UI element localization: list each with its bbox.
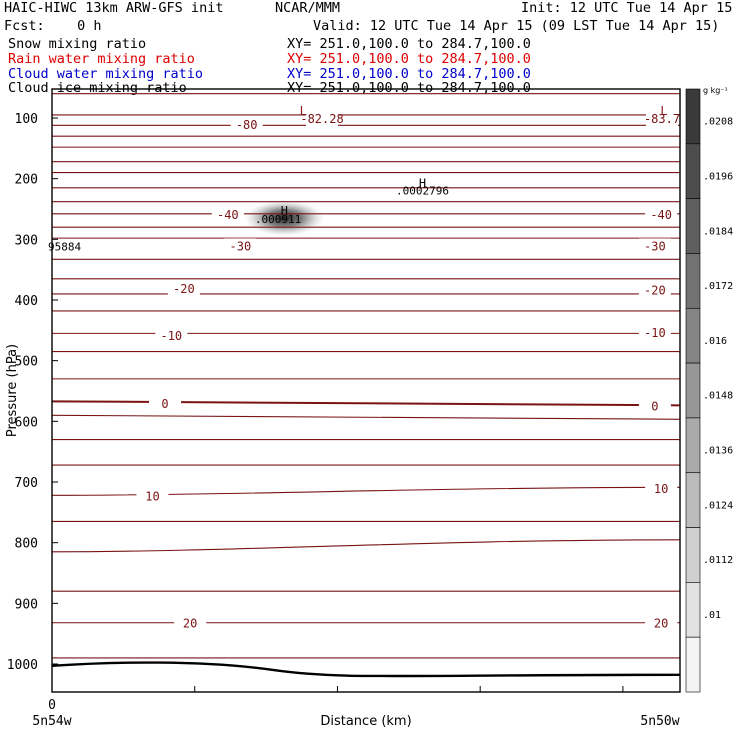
colorbar-label: .01: [703, 610, 721, 621]
isotherm-line: [51, 414, 681, 420]
contour-label: 0: [651, 400, 658, 414]
legend-cloud-water-xy: XY= 251.0,100.0 to 284.7,100.0: [287, 66, 531, 82]
contour-label-bg: [646, 111, 678, 126]
y-tick-label: 1000: [7, 658, 38, 673]
x-tick-label: 0: [48, 698, 56, 713]
extremum-value: .0002796: [396, 185, 449, 198]
contour-label-bg: [638, 398, 671, 414]
colorbar-label: .0208: [703, 117, 733, 128]
contour-label: -80: [236, 118, 258, 132]
contour-label-bg: [136, 488, 169, 504]
colorbar-segment: [685, 636, 701, 693]
colorbar-segment: [685, 417, 701, 474]
y-tick-label: 600: [15, 415, 38, 430]
legend-snow-xy: XY= 251.0,100.0 to 284.7,100.0: [287, 36, 531, 52]
isotherm-line: [51, 400, 681, 407]
colorbar-segment: [685, 198, 701, 254]
contour-label-bg: [174, 615, 207, 631]
extremum-symbol: L: [660, 104, 667, 118]
left-location-label: 5n54w: [32, 714, 71, 729]
extremum-symbol: L: [300, 104, 307, 118]
colorbar-segment: [685, 307, 701, 364]
contour-label: 0: [161, 397, 168, 411]
contour-label: -20: [173, 282, 195, 296]
isotherm-line: [51, 486, 681, 496]
contour-label: -83.7: [644, 112, 680, 126]
colorbar-label: .0196: [703, 171, 733, 182]
y-tick-label: 500: [15, 355, 38, 370]
colorbar-label: .0184: [703, 226, 733, 237]
legend-cloud-ice-xy: XY= 251.0,100.0 to 284.7,100.0: [287, 80, 531, 96]
contour-label: -40: [217, 208, 239, 222]
colorbar-unit: g kg⁻¹: [703, 86, 728, 95]
extremum-symbol: H: [419, 177, 426, 191]
colorbar-segment: [685, 143, 701, 199]
colorbar-label: .0136: [703, 446, 733, 457]
forecast-hour: Fcst: 0 h: [4, 18, 102, 34]
y-tick-label: 300: [15, 233, 38, 248]
contour-label-bg: [645, 206, 678, 222]
contour-label: -10: [160, 329, 182, 343]
y-tick-label: 800: [15, 537, 38, 552]
colorbar-label: .0148: [703, 391, 733, 402]
colorbar-segment: [685, 88, 701, 145]
contour-label: 20: [183, 617, 197, 631]
isotherm-line: [51, 539, 681, 553]
chart-title: HAIC-HIWC 13km ARW-GFS init: [4, 0, 224, 16]
chart-center: NCAR/MMM: [275, 0, 341, 16]
legend-rain-xy: XY= 251.0,100.0 to 284.7,100.0: [287, 51, 531, 67]
contour-label-bg: [638, 238, 671, 254]
extremum-value: .000911: [255, 213, 301, 226]
contour-label: -82.28: [300, 112, 343, 126]
contour-label: -40: [650, 208, 672, 222]
contour-label-bg: [230, 117, 263, 133]
contour-label-bg: [645, 481, 678, 497]
right-location-label: 5n50w: [640, 714, 679, 729]
valid-time: Valid: 12 UTC Tue 14 Apr 15 (09 LST Tue …: [313, 18, 720, 34]
colorbar-label: .0124: [703, 500, 733, 511]
contour-label-bg: [645, 615, 678, 631]
colorbar-label: .0112: [703, 555, 733, 566]
y-tick-label: 900: [15, 597, 38, 612]
y-tick-label: 400: [15, 294, 38, 309]
colorbar-segment: [685, 582, 701, 638]
contour-label: 10: [654, 482, 668, 496]
y-tick-label: 200: [15, 173, 38, 188]
legend-rain-label: Rain water mixing ratio: [8, 51, 195, 67]
contour-label-bg: [167, 280, 200, 296]
legend-cloud-water-label: Cloud water mixing ratio: [8, 66, 204, 82]
colorbar-label: .016: [703, 336, 727, 347]
terrain-line: [51, 661, 681, 678]
contour-label: -20: [644, 284, 666, 298]
colorbar-segment: [685, 253, 701, 309]
contour-label: 20: [654, 617, 668, 631]
colorbar-segment: [685, 472, 701, 528]
plot-frame: [51, 88, 681, 693]
extremum-value: 95884: [48, 240, 81, 253]
colorbar-segment: [685, 527, 701, 583]
init-time: Init: 12 UTC Tue 14 Apr 15: [521, 0, 733, 16]
colorbar-label: .0172: [703, 281, 733, 292]
contour-label: -30: [644, 239, 666, 253]
contour-label-bg: [638, 282, 671, 298]
contour-label: -10: [644, 326, 666, 340]
legend-snow-label: Snow mixing ratio: [8, 36, 147, 52]
y-axis-label: Pressure (hPa): [5, 344, 20, 437]
colorbar-segment: [685, 362, 701, 419]
contour-label-bg: [149, 396, 182, 412]
legend-cloud-ice-label: Cloud ice mixing ratio: [8, 80, 187, 96]
contour-label: 10: [145, 489, 159, 503]
contour-label-bg: [306, 111, 339, 126]
y-tick-label: 700: [15, 476, 38, 491]
x-axis-label: Distance (km): [320, 714, 411, 729]
y-tick-label: 100: [15, 112, 38, 127]
contour-label-bg: [638, 325, 671, 341]
extremum-symbol: H: [281, 204, 288, 218]
contour-label-bg: [211, 206, 244, 222]
contour-label-bg: [224, 238, 257, 254]
contour-label-bg: [155, 328, 188, 344]
contour-label: -30: [230, 239, 252, 253]
